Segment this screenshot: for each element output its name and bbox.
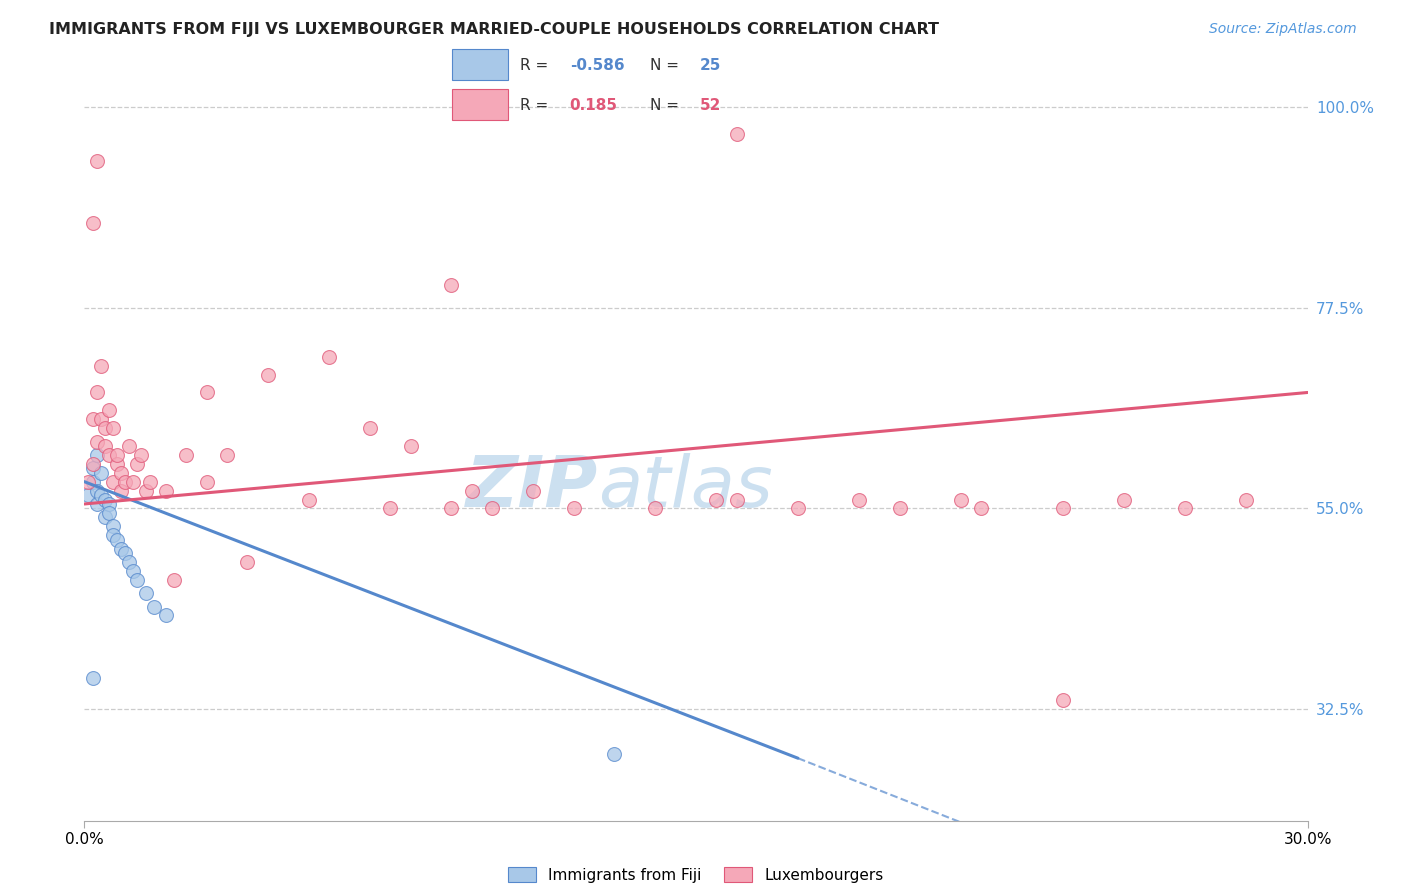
Point: [440, 278, 463, 293]
Point: [195, 385, 218, 400]
Point: [122, 564, 145, 578]
Point: [522, 483, 544, 498]
Point: [970, 501, 993, 516]
Point: [90, 359, 112, 373]
Point: [1052, 693, 1074, 707]
Point: [257, 368, 280, 382]
Point: [562, 501, 585, 516]
Point: [298, 492, 321, 507]
Point: [603, 747, 626, 761]
Point: [97, 497, 120, 511]
Point: [318, 350, 340, 364]
Point: [135, 586, 157, 600]
Point: [97, 403, 120, 417]
Point: [359, 421, 381, 435]
Point: [127, 573, 149, 587]
Point: [135, 483, 157, 498]
Point: [481, 501, 503, 516]
Point: [114, 475, 136, 489]
Point: [217, 448, 239, 462]
Point: [86, 448, 108, 462]
Point: [86, 385, 108, 400]
Point: [1114, 492, 1136, 507]
Text: 52: 52: [700, 98, 721, 112]
Point: [86, 497, 108, 511]
Text: 25: 25: [700, 58, 721, 72]
Point: [114, 546, 136, 560]
Point: [110, 541, 132, 556]
Point: [889, 501, 911, 516]
Point: [644, 501, 666, 516]
Text: R =: R =: [520, 58, 554, 72]
FancyBboxPatch shape: [453, 89, 508, 120]
Point: [105, 457, 128, 471]
Point: [155, 483, 177, 498]
Point: [77, 488, 100, 502]
Point: [155, 608, 177, 623]
Legend: Immigrants from Fiji, Luxembourgers: Immigrants from Fiji, Luxembourgers: [502, 861, 890, 888]
Point: [105, 448, 128, 462]
Point: [101, 519, 124, 533]
Point: [399, 439, 422, 453]
Point: [110, 483, 132, 498]
Point: [380, 501, 402, 516]
Point: [195, 475, 218, 489]
Point: [105, 533, 128, 547]
Point: [1174, 501, 1197, 516]
Point: [82, 671, 104, 685]
Point: [82, 412, 104, 426]
Point: [1236, 492, 1258, 507]
Point: [174, 448, 197, 462]
Point: [440, 501, 463, 516]
Point: [97, 506, 120, 520]
Text: N =: N =: [650, 58, 683, 72]
Point: [101, 528, 124, 542]
Text: R =: R =: [520, 98, 558, 112]
Text: IMMIGRANTS FROM FIJI VS LUXEMBOURGER MARRIED-COUPLE HOUSEHOLDS CORRELATION CHART: IMMIGRANTS FROM FIJI VS LUXEMBOURGER MAR…: [49, 22, 939, 37]
Point: [118, 555, 141, 569]
Point: [82, 216, 104, 230]
Point: [86, 483, 108, 498]
Point: [725, 127, 748, 141]
Point: [138, 475, 160, 489]
Point: [142, 599, 165, 614]
Point: [93, 439, 115, 453]
Point: [86, 153, 108, 168]
Point: [90, 466, 112, 480]
Point: [86, 434, 108, 449]
Point: [90, 488, 112, 502]
Point: [82, 457, 104, 471]
Point: [122, 475, 145, 489]
Point: [93, 510, 115, 524]
Point: [101, 421, 124, 435]
Point: [93, 421, 115, 435]
Point: [950, 492, 973, 507]
Point: [77, 475, 100, 489]
Point: [93, 492, 115, 507]
Point: [787, 501, 810, 516]
Text: ZIP: ZIP: [465, 452, 598, 522]
Point: [725, 492, 748, 507]
Text: 0.185: 0.185: [569, 98, 617, 112]
Text: atlas: atlas: [598, 452, 773, 522]
Point: [1052, 501, 1074, 516]
Point: [848, 492, 870, 507]
Point: [118, 439, 141, 453]
Point: [82, 461, 104, 475]
Point: [236, 555, 259, 569]
Point: [127, 457, 149, 471]
Point: [163, 573, 186, 587]
Point: [706, 492, 728, 507]
Point: [461, 483, 484, 498]
Text: N =: N =: [650, 98, 683, 112]
Point: [82, 475, 104, 489]
Text: -0.586: -0.586: [569, 58, 624, 72]
Text: Source: ZipAtlas.com: Source: ZipAtlas.com: [1209, 22, 1357, 37]
FancyBboxPatch shape: [453, 49, 508, 80]
Point: [90, 412, 112, 426]
Point: [101, 475, 124, 489]
Point: [97, 448, 120, 462]
Point: [131, 448, 153, 462]
Point: [110, 466, 132, 480]
